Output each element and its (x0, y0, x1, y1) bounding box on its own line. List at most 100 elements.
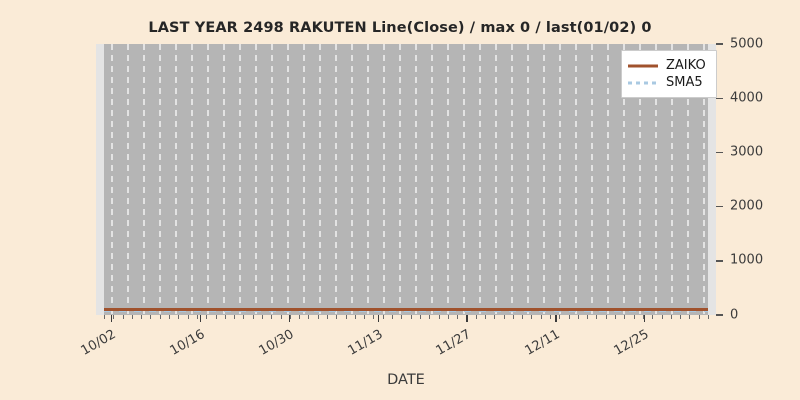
x-minor-tick (670, 315, 672, 319)
x-tick-label: 10/30 (256, 327, 297, 359)
x-minor-tick (289, 315, 291, 319)
x-minor-tick (522, 315, 524, 319)
x-tick-label: 11/13 (345, 327, 386, 359)
x-minor-tick (577, 315, 579, 319)
x-major-tick (555, 315, 557, 322)
x-minor-tick (689, 315, 691, 319)
legend-swatch-zaiko-icon (628, 60, 658, 71)
x-minor-tick (280, 315, 282, 319)
x-minor-tick (680, 315, 682, 319)
y-tick-mark (716, 97, 723, 99)
x-minor-tick (531, 315, 533, 319)
x-minor-tick (596, 315, 598, 319)
x-minor-tick (169, 315, 171, 319)
x-minor-tick (215, 315, 217, 319)
grid-vertical (104, 44, 708, 315)
x-minor-tick (373, 315, 375, 319)
x-minor-tick (159, 315, 161, 319)
y-tick-label: 1000 (730, 252, 764, 268)
x-major-tick (199, 315, 202, 322)
x-minor-tick (494, 315, 496, 319)
x-minor-tick (206, 315, 208, 319)
x-minor-tick (392, 315, 394, 319)
legend-label-zaiko: ZAIKO (666, 58, 706, 73)
x-minor-tick (624, 315, 626, 319)
x-tick-label: 10/02 (78, 327, 119, 359)
x-minor-tick (345, 315, 347, 319)
x-axis-title: DATE (387, 372, 425, 388)
x-minor-tick (605, 315, 607, 319)
y-tick-label: 2000 (730, 198, 764, 214)
x-tick-label: 12/25 (611, 327, 652, 359)
x-minor-tick (642, 315, 644, 319)
x-minor-tick (559, 315, 561, 319)
x-minor-tick (633, 315, 635, 319)
x-major-tick (377, 315, 379, 322)
y-tick-mark (716, 314, 723, 316)
x-minor-tick (512, 315, 514, 319)
x-major-tick (111, 315, 113, 322)
x-minor-tick (382, 315, 384, 319)
y-tick-mark (716, 43, 723, 45)
x-minor-tick (113, 315, 115, 319)
x-minor-tick (652, 315, 654, 319)
x-major-tick (288, 315, 291, 322)
x-minor-tick (401, 315, 403, 319)
y-tick-mark (716, 151, 723, 154)
x-minor-tick (661, 315, 663, 319)
x-minor-tick (587, 315, 589, 319)
y-tick-label: 0 (730, 307, 739, 322)
x-minor-tick (327, 315, 328, 319)
x-tick-label: 11/27 (433, 327, 474, 359)
x-minor-tick (317, 315, 319, 319)
x-minor-tick (457, 315, 459, 319)
x-minor-tick (708, 315, 709, 319)
x-minor-tick (419, 315, 421, 319)
x-minor-tick (308, 315, 310, 319)
x-minor-tick (141, 315, 143, 319)
plot-inner (104, 44, 708, 315)
x-minor-tick (243, 315, 245, 319)
x-minor-tick (615, 315, 617, 319)
x-minor-tick (568, 315, 570, 319)
x-minor-tick (503, 315, 505, 319)
legend-swatch-sma5-icon (628, 77, 658, 88)
x-minor-tick (447, 315, 449, 319)
x-minor-tick (540, 315, 542, 319)
y-axis: 0 1000 2000 3000 4000 5000 (716, 37, 800, 321)
x-minor-tick (271, 315, 273, 319)
y-tick-label: 3000 (730, 144, 764, 160)
x-minor-tick (187, 315, 189, 319)
x-minor-tick (299, 315, 301, 319)
legend-item-sma5[interactable]: SMA5 (628, 74, 709, 91)
x-minor-tick (429, 315, 431, 319)
x-minor-tick (196, 315, 198, 319)
y-tick-label: 4000 (730, 90, 764, 106)
x-minor-tick (150, 315, 152, 319)
chart-legend[interactable]: ZAIKO SMA5 (621, 50, 717, 98)
x-minor-tick (252, 315, 254, 319)
y-tick-label: 5000 (730, 36, 764, 51)
x-minor-tick (698, 315, 700, 319)
x-minor-tick (122, 315, 124, 319)
x-major-tick (466, 315, 468, 322)
x-minor-tick (550, 315, 552, 319)
y-tick-mark (716, 205, 723, 208)
chart-title: LAST YEAR 2498 RAKUTEN Line(Close) / max… (148, 20, 652, 36)
x-tick-label: 12/11 (522, 327, 563, 359)
x-tick-label: 10/16 (167, 327, 208, 359)
x-minor-tick (336, 315, 338, 319)
x-minor-tick (410, 315, 412, 319)
legend-item-zaiko[interactable]: ZAIKO (628, 57, 709, 74)
x-minor-tick (438, 315, 440, 319)
x-minor-tick (104, 315, 105, 319)
x-minor-tick (261, 315, 263, 319)
x-minor-tick (131, 315, 133, 319)
x-minor-tick (364, 315, 366, 319)
x-minor-tick (178, 315, 180, 319)
x-axis: DATE 10/02 10/16 10/30 11/13 11/27 12/11 12/25 (79, 315, 716, 400)
series-line-zaiko (104, 308, 708, 311)
plot-area (96, 44, 716, 315)
y-tick-mark (716, 260, 723, 262)
